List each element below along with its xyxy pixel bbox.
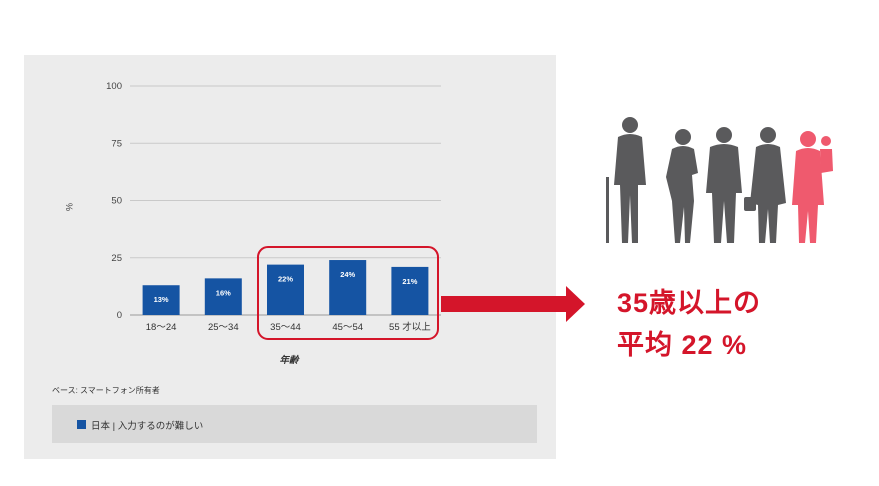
bar-value-label: 13% (154, 295, 169, 304)
x-tick-label: 45〜54 (332, 322, 363, 333)
man-suit-icon (706, 127, 742, 243)
legend-label: 日本 | 入力するのが難しい (91, 421, 204, 432)
bar (142, 285, 180, 315)
bar (391, 266, 429, 315)
x-tick-label: 18〜24 (146, 322, 177, 333)
y-tick-label: 100 (106, 81, 122, 92)
bar-value-label: 21% (402, 277, 417, 286)
bar-value-label: 22% (278, 275, 293, 284)
callout-line-2: 平均 22 % (617, 330, 748, 360)
callout-arrow (441, 286, 585, 322)
y-tick-label: 0 (117, 310, 122, 321)
callout-text: 35歳以上の 平均 22 % (617, 282, 761, 366)
bar (204, 278, 242, 315)
bars: 13% 16% 22% 24% 21% (142, 260, 429, 315)
people-silhouettes (606, 117, 833, 243)
y-tick-labels: 100 75 50 25 0 (106, 81, 122, 321)
x-tick-label: 55 才以上 (389, 321, 431, 333)
legend-swatch (77, 420, 86, 429)
highlight-35-plus (257, 246, 439, 340)
woman-bag-icon (744, 127, 786, 243)
base-note: ベース: スマートフォン所有者 (52, 386, 160, 395)
chart-panel (24, 55, 556, 459)
elderly-man-icon (606, 117, 646, 243)
x-tick-label: 25〜34 (208, 322, 239, 333)
bar-value-label: 16% (216, 288, 231, 297)
x-axis-label: 年齢 (279, 354, 300, 366)
bar (329, 260, 367, 315)
y-tick-label: 25 (111, 253, 122, 264)
chart-grid (130, 85, 441, 316)
mother-child-icon (792, 131, 833, 243)
legend-box (52, 405, 537, 443)
y-tick-label: 75 (111, 138, 122, 149)
y-tick-label: 50 (111, 196, 122, 207)
y-axis-label: % (64, 203, 74, 211)
bar-value-label: 24% (340, 270, 355, 279)
callout-line-1: 35歳以上の (617, 288, 762, 318)
x-tick-labels: 18〜24 25〜34 35〜44 45〜54 55 才以上 (146, 321, 431, 333)
woman-phone-icon (666, 129, 698, 243)
x-tick-label: 35〜44 (270, 322, 301, 333)
bar (267, 264, 304, 315)
